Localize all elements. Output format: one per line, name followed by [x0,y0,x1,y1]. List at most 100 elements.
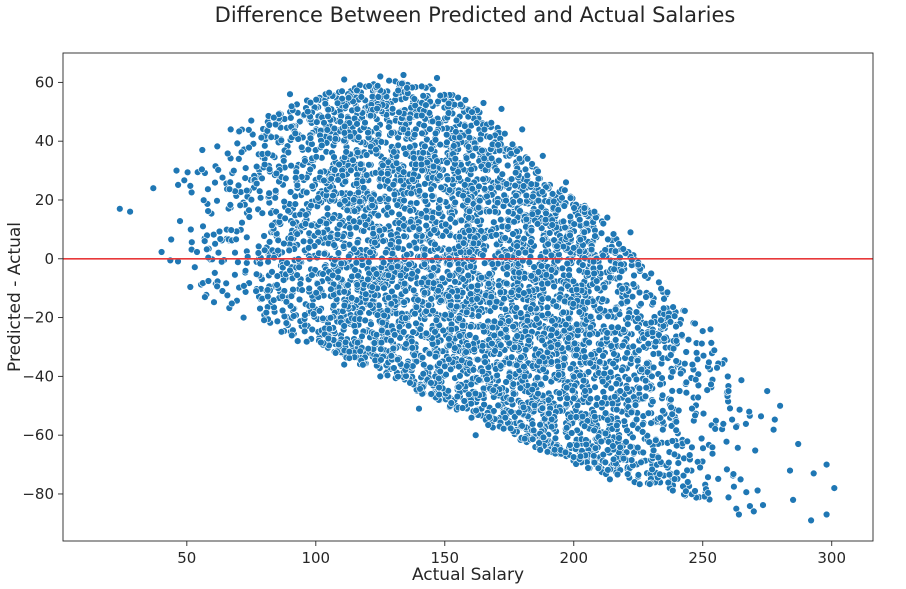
scatter-point [657,285,665,293]
scatter-point [520,435,529,443]
scatter-point [634,324,642,332]
scatter-point [494,401,502,410]
scatter-point [520,274,529,282]
scatter-point [388,249,397,258]
scatter-point [514,249,523,257]
scatter-point [272,187,280,195]
points-layer [116,71,838,525]
scatter-point [384,294,393,302]
scatter-point [326,314,335,322]
scatter-point [320,119,328,127]
scatter-point [352,223,360,232]
scatter-point [325,325,334,333]
scatter-point [528,420,537,428]
scatter-point [707,339,715,347]
scatter-point [349,156,357,164]
scatter-point [167,235,175,244]
scatter-point [657,316,665,324]
scatter-point [487,119,495,127]
scatter-point [430,264,438,272]
scatter-point [668,368,677,376]
scatter-point [723,465,731,474]
scatter-point [585,338,593,347]
scatter-point [368,283,376,291]
scatter-point [303,338,311,346]
scatter-point [478,367,487,376]
scatter-point [408,344,416,352]
scatter-point [480,154,488,163]
scatter-point [451,155,459,163]
scatter-point [451,278,459,286]
scatter-point [611,336,620,344]
scatter-point [580,204,589,212]
scatter-point [460,397,468,405]
scatter-point [591,383,599,391]
scatter-point [624,375,633,384]
scatter-point [523,171,531,180]
scatter-point [427,295,435,303]
scatter-point [598,399,606,407]
scatter-point [536,421,544,429]
scatter-point [273,317,282,325]
scatter-point [667,351,675,359]
scatter-point [384,170,392,178]
scatter-point [659,426,667,434]
scatter-point [610,350,618,358]
scatter-point [490,218,498,226]
scatter-point [575,308,584,316]
scatter-point [457,216,466,225]
scatter-point [474,281,482,290]
scatter-point [600,369,608,378]
scatter-point [604,466,612,474]
scatter-point [237,148,246,156]
scatter-point [554,340,562,349]
scatter-point [324,112,332,121]
scatter-point [372,331,381,339]
scatter-point [639,420,647,429]
scatter-point [305,284,313,293]
scatter-point [613,470,622,479]
scatter-point [369,230,377,238]
scatter-point [350,322,358,330]
scatter-point [256,194,265,202]
scatter-point [214,166,222,174]
scatter-point [308,325,316,334]
scatter-point [319,314,327,323]
scatter-point [204,185,212,193]
scatter-point [231,271,239,279]
scatter-point [443,131,451,139]
scatter-point [498,170,506,178]
scatter-point [308,271,316,279]
scatter-point [386,256,395,264]
scatter-point [320,250,329,258]
scatter-point [696,463,704,472]
scatter-point [351,328,360,336]
scatter-point [286,266,294,275]
scatter-point [372,124,381,132]
scatter-point [353,120,361,128]
scatter-point [769,426,778,434]
scatter-point [277,136,285,145]
scatter-point [750,507,758,516]
scatter-point [421,142,429,151]
scatter-point [560,354,569,363]
scatter-point [472,144,480,153]
scatter-point [489,323,497,332]
scatter-point [368,195,376,204]
scatter-point [429,85,437,94]
scatter-point [331,349,340,357]
scatter-point [497,216,505,224]
scatter-point [422,221,430,230]
scatter-point [375,226,384,235]
scatter-point [379,258,388,267]
scatter-point [501,305,510,314]
scatter-point [183,168,192,177]
scatter-point [406,114,414,123]
scatter-point [735,406,744,414]
scatter-point [466,262,475,270]
scatter-point [519,182,528,190]
scatter-point [595,358,604,366]
scatter-point [485,299,494,307]
scatter-point [254,249,263,257]
scatter-point [543,448,552,456]
